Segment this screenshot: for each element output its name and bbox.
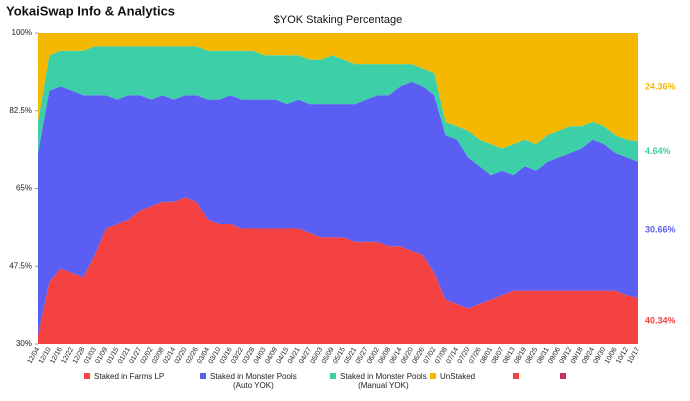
plot-area <box>38 33 638 344</box>
y-tick-label: 82.5% <box>9 106 32 115</box>
legend-swatch <box>513 373 519 379</box>
legend-swatch <box>560 373 566 379</box>
legend-label: Staked in Monster Pools (Auto YOK) <box>210 372 297 390</box>
legend-label: UnStaked <box>440 372 476 381</box>
y-tick-label: 47.5% <box>9 261 32 270</box>
legend-swatch <box>430 373 436 379</box>
area <box>38 33 638 149</box>
legend-label: Staked in Monster Pools (Manual YOK) <box>340 372 427 390</box>
legend-swatch <box>330 373 336 379</box>
y-tick-label: 30% <box>16 339 32 348</box>
page-title: YokaiSwap Info & Analytics <box>6 3 175 18</box>
legend-swatch <box>84 373 90 379</box>
x-tick-label: 10/17 <box>627 346 642 365</box>
area <box>38 46 638 176</box>
area <box>38 81 638 336</box>
legend-label: Staked in Farms LP <box>94 372 165 381</box>
end-label: 24.36% <box>645 81 676 91</box>
legend-swatch <box>200 373 206 379</box>
end-label: 40.34% <box>645 315 676 325</box>
area <box>38 197 638 344</box>
end-label: 4.64% <box>645 146 671 156</box>
y-tick-label: 65% <box>16 184 32 193</box>
chart-title: $YOK Staking Percentage <box>274 14 402 26</box>
end-label: 30.66% <box>645 224 676 234</box>
legend: Staked in Farms LP Staked in Monster Pool… <box>60 372 680 398</box>
y-tick-label: 100% <box>12 28 32 37</box>
